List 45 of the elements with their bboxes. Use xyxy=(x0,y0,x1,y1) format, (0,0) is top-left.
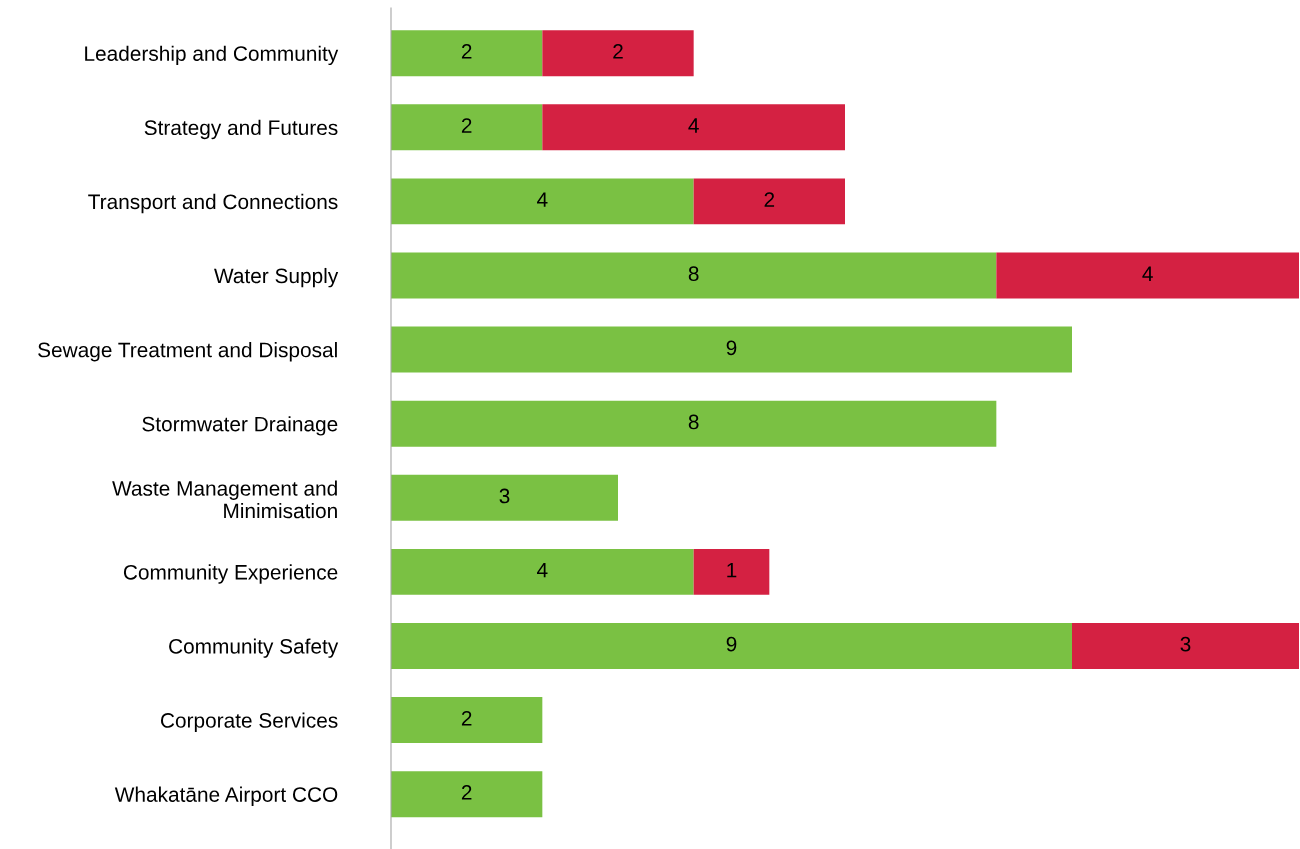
data-label: 3 xyxy=(499,488,510,504)
y-tick-label: Stormwater Drainage xyxy=(142,416,338,436)
bar xyxy=(391,474,618,521)
data-label: 2 xyxy=(461,118,472,133)
bar xyxy=(391,400,997,447)
data-label: 4 xyxy=(688,118,699,133)
bar xyxy=(391,697,543,744)
data-label: 3 xyxy=(1180,636,1191,652)
bar xyxy=(391,771,543,818)
bar xyxy=(542,30,694,77)
data-label: 2 xyxy=(461,785,472,800)
bar xyxy=(996,252,1299,299)
data-label: 9 xyxy=(726,636,737,652)
data-label: 2 xyxy=(461,710,472,726)
data-label: 2 xyxy=(461,44,472,59)
data-label: 4 xyxy=(537,192,548,207)
data-label: 8 xyxy=(688,414,699,430)
y-tick-label: Sewage Treatment and Disposal xyxy=(38,342,337,362)
data-label: 2 xyxy=(613,44,623,59)
bar xyxy=(693,548,770,595)
data-label: 2 xyxy=(764,192,775,207)
data-label: 1 xyxy=(727,562,737,578)
bar xyxy=(693,178,845,225)
data-label: 8 xyxy=(688,266,699,282)
y-tick-label: Leadership and Community xyxy=(85,45,339,66)
bar xyxy=(391,178,694,225)
bar xyxy=(391,548,694,595)
bar xyxy=(391,252,997,299)
data-label: 4 xyxy=(1142,266,1153,281)
y-tick-label: Community Safety xyxy=(169,638,339,658)
bar xyxy=(391,104,543,151)
y-tick-label: Transport and Connections xyxy=(88,193,338,214)
bar xyxy=(391,623,1072,669)
data-label: 4 xyxy=(537,562,548,578)
y-tick-label: Corporate Services xyxy=(160,712,338,732)
bar xyxy=(542,104,845,151)
y-tick-label: Water Supply xyxy=(214,267,339,288)
data-label: 9 xyxy=(726,340,737,356)
y-tick-label: Community Experience xyxy=(123,564,338,584)
y-tick-label: Whakatāne Airport CCO xyxy=(114,786,338,807)
y-tick-label: Strategy and Futures xyxy=(144,119,338,140)
bar xyxy=(391,30,543,77)
bar xyxy=(1072,623,1299,669)
bar xyxy=(391,326,1072,373)
y-tick-label: Waste Management and Minimisation xyxy=(112,480,337,519)
